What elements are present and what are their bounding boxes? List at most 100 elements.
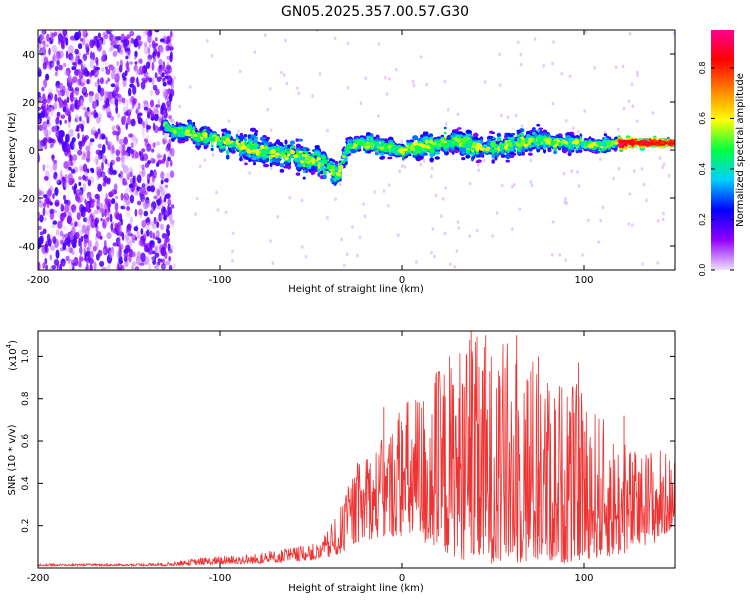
noise-speck [285, 81, 289, 86]
ridge-cell [543, 144, 546, 151]
noise-speck [139, 188, 142, 194]
noise-speck [456, 112, 460, 117]
noise-speck [71, 204, 76, 211]
ridge-cell [279, 168, 285, 173]
noise-speck [49, 143, 53, 149]
noise-speck [57, 220, 63, 229]
noise-speck [102, 181, 107, 187]
noise-speck [95, 71, 100, 76]
noise-speck [506, 115, 510, 120]
noise-speck [141, 126, 145, 136]
ridge-cell [322, 170, 327, 175]
noise-speck [75, 128, 80, 132]
noise-speck [63, 70, 70, 77]
noise-speck [264, 33, 267, 37]
noise-speck [90, 128, 94, 135]
noise-speck [326, 128, 329, 133]
noise-speck [136, 186, 142, 191]
noise-speck [77, 69, 82, 77]
noise-speck [129, 30, 135, 37]
noise-speck [118, 266, 122, 270]
noise-speck [173, 264, 176, 268]
ridge-cell [184, 135, 189, 140]
ridge-cell [251, 155, 258, 158]
noise-speck [116, 61, 119, 67]
spectrogram-marks [38, 30, 675, 270]
noise-speck [491, 234, 494, 238]
noise-speck [269, 128, 273, 132]
ridge-cell [459, 146, 466, 152]
noise-speck [388, 77, 391, 81]
noise-speck [77, 222, 82, 228]
noise-speck [161, 87, 167, 97]
noise-speck [50, 224, 56, 229]
noise-speck [153, 220, 158, 224]
noise-speck [78, 247, 85, 256]
noise-speck [74, 31, 80, 41]
ridge-cell [516, 134, 521, 137]
noise-speck [123, 198, 127, 209]
noise-speck [65, 143, 71, 153]
noise-speck [38, 112, 44, 118]
noise-speck [455, 249, 459, 253]
ridge-cell [244, 133, 247, 138]
ridge-cell [251, 159, 258, 162]
noise-speck [169, 170, 175, 178]
noise-speck [113, 39, 119, 45]
ridge-cell [350, 149, 357, 154]
noise-speck [168, 93, 173, 103]
ridge-cell [379, 138, 386, 142]
ridge-cell [423, 131, 427, 134]
noise-speck [117, 126, 121, 136]
noise-speck [136, 231, 140, 239]
noise-speck [159, 45, 165, 55]
ridge-cell [562, 139, 566, 144]
ridge-cell [461, 157, 466, 161]
noise-speck [38, 186, 44, 192]
noise-speck [75, 114, 79, 123]
noise-speck [39, 214, 44, 223]
noise-speck [52, 139, 56, 144]
noise-speck [115, 105, 119, 114]
noise-speck [134, 50, 138, 58]
ridge-cell [305, 165, 309, 168]
noise-speck [82, 134, 85, 144]
ridge-cell [244, 162, 248, 166]
noise-speck [54, 187, 59, 196]
noise-speck [81, 87, 87, 94]
noise-speck [139, 58, 143, 65]
noise-speck [162, 78, 166, 83]
ridge-cell [505, 149, 510, 153]
noise-speck [110, 70, 116, 80]
ridge-cell [244, 137, 247, 142]
noise-speck [51, 265, 57, 270]
noise-speck [88, 94, 94, 103]
noise-speck [63, 98, 67, 108]
noise-speck [253, 50, 257, 54]
noise-speck [105, 136, 108, 146]
ridge-cell [305, 168, 309, 172]
noise-speck [411, 79, 415, 84]
noise-speck [135, 191, 139, 196]
noise-speck [631, 104, 635, 108]
noise-speck [114, 202, 119, 212]
noise-speck [38, 47, 44, 55]
noise-speck [70, 54, 75, 64]
noise-speck [126, 66, 130, 73]
noise-speck [55, 85, 59, 94]
noise-speck [152, 205, 156, 212]
noise-speck [129, 61, 133, 65]
noise-speck [60, 138, 64, 146]
noise-speck [162, 258, 165, 264]
noise-speck [157, 98, 161, 108]
noise-speck [551, 101, 555, 106]
noise-speck [112, 125, 116, 131]
noise-speck [70, 161, 74, 166]
noise-speck [85, 145, 91, 152]
noise-speck [121, 144, 126, 152]
ridge-cell [357, 146, 362, 149]
noise-speck [630, 82, 634, 87]
noise-speck [153, 106, 157, 115]
noise-speck [83, 240, 87, 248]
noise-speck [136, 174, 142, 184]
